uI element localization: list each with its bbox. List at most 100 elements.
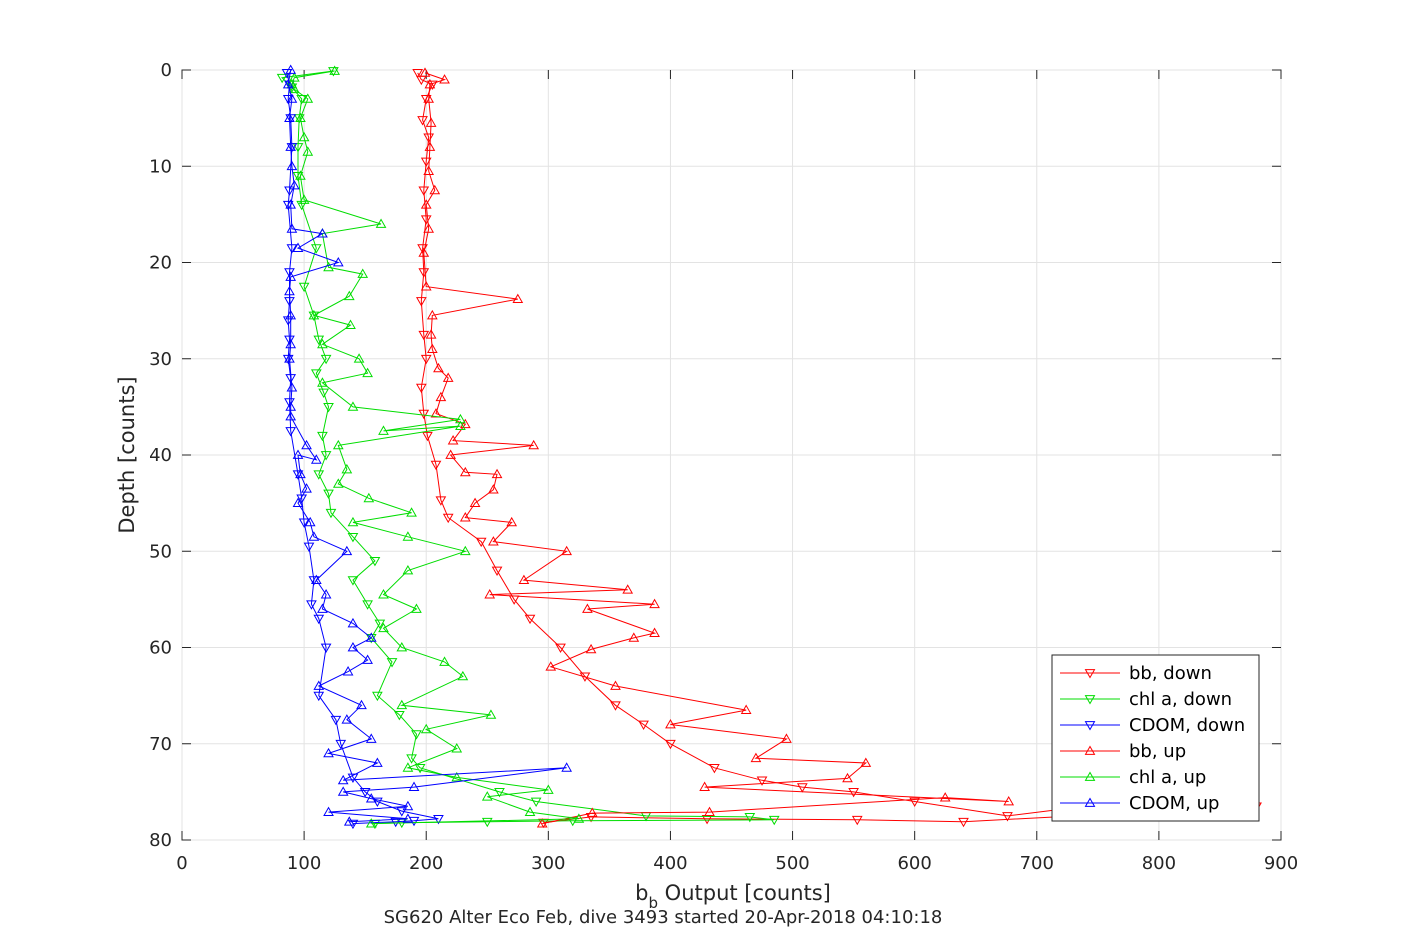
data-point-chl-a-up: [332, 439, 344, 450]
data-point-chl-a-up: [459, 545, 471, 556]
data-point-bb-up: [628, 632, 640, 642]
data-point-bb-up: [429, 184, 441, 195]
data-point-chl-a-down: [292, 143, 304, 153]
data-point-chl-a-up: [347, 401, 359, 411]
data-point-chl-a-down: [768, 815, 780, 826]
data-point-cdom-up: [356, 699, 367, 710]
data-point-chl-a-up: [406, 507, 417, 517]
data-point-cdom-up: [337, 786, 349, 796]
data-point-bb-down: [851, 815, 863, 826]
data-point-cdom-up: [284, 285, 295, 296]
x-tick-label: 400: [653, 853, 687, 874]
data-point-bb-down: [665, 739, 676, 750]
data-point-chl-a-up: [317, 338, 328, 349]
data-point-chl-a-up: [402, 564, 414, 575]
legend-label-cdom-up: CDOM, up: [1129, 793, 1219, 814]
data-point-cdom-up: [402, 813, 414, 823]
data-point-cdom-up: [372, 757, 383, 767]
data-point-chl-a-up: [353, 353, 365, 363]
data-point-bb-down: [420, 354, 432, 365]
data-point-bb-down: [412, 69, 424, 79]
data-point-bb-up: [423, 165, 435, 175]
x-axis-title: bb Output [counts]: [635, 881, 831, 912]
data-point-chl-a-up: [298, 194, 310, 204]
data-point-cdom-up: [285, 401, 297, 411]
data-point-cdom-down: [284, 186, 295, 196]
data-point-cdom-down: [313, 614, 325, 625]
data-point-cdom-up: [365, 733, 377, 743]
data-point-bb-up: [622, 584, 634, 594]
data-point-cdom-up: [342, 666, 354, 676]
x-axis-title-subscript: b: [648, 894, 658, 912]
legend-label-bb-up: bb, up: [1129, 741, 1186, 762]
data-point-bb-down: [796, 783, 808, 793]
data-point-bb-up: [582, 603, 593, 613]
data-point-cdom-down: [433, 814, 444, 825]
data-point-bb-up: [488, 536, 499, 546]
x-tick-label: 800: [1142, 853, 1176, 874]
data-point-cdom-up: [295, 468, 306, 479]
data-point-cdom-up: [292, 242, 304, 252]
data-point-bb-down: [958, 817, 969, 828]
data-point-bb-down: [418, 409, 430, 420]
data-point-chl-a-down: [386, 658, 398, 668]
data-point-chl-a-up: [363, 492, 375, 503]
data-point-chl-a-up: [455, 420, 466, 430]
data-point-chl-a-up: [402, 531, 414, 541]
data-point-chl-a-up: [365, 818, 377, 828]
data-point-chl-a-down: [372, 691, 383, 702]
data-point-bb-down: [415, 297, 427, 307]
data-point-bb-up: [445, 449, 457, 459]
data-point-chl-a-down: [494, 788, 505, 798]
data-point-bb-down: [848, 788, 859, 798]
data-point-bb-up: [506, 516, 518, 527]
data-point-chl-a-up: [481, 791, 493, 801]
data-point-chl-a-up: [378, 622, 389, 633]
data-point-bb-up: [418, 247, 430, 257]
data-point-chl-a-down: [414, 763, 426, 774]
data-point-chl-a-down: [744, 813, 756, 823]
series-line-cdom-down: [286, 72, 439, 825]
data-point-cdom-up: [341, 545, 353, 556]
data-point-cdom-up: [284, 112, 295, 122]
legend-swatch-marker-cdom-down: [1084, 721, 1096, 731]
data-point-cdom-up: [301, 483, 312, 493]
data-point-bb-up: [424, 141, 436, 151]
data-point-chl-a-down: [347, 532, 359, 543]
data-point-bb-up: [484, 589, 496, 599]
data-point-bb-down: [420, 157, 432, 167]
data-point-cdom-up: [320, 589, 332, 599]
data-point-bb-up: [699, 781, 710, 791]
data-point-chl-a-up: [295, 112, 306, 122]
data-point-chl-a-down: [276, 73, 288, 84]
data-point-bb-up: [419, 67, 431, 77]
y-tick-label: 60: [149, 638, 172, 659]
series-line-cdom-up: [287, 69, 567, 823]
data-point-bb-up: [545, 661, 557, 671]
data-point-cdom-up: [301, 439, 312, 450]
data-point-cdom-down: [306, 600, 317, 610]
data-point-cdom-down: [286, 244, 298, 254]
legend-swatch-marker-bb-down: [1084, 669, 1096, 679]
data-point-cdom-down: [282, 354, 294, 365]
data-point-cdom-down: [347, 819, 359, 830]
data-point-bb-down: [415, 383, 427, 394]
data-point-chl-a-up: [411, 603, 422, 613]
data-point-chl-a-down: [296, 95, 308, 105]
data-point-chl-a-down: [362, 600, 373, 610]
data-point-bb-up: [469, 497, 481, 507]
legend-swatch-marker-chl-a-up: [1084, 771, 1096, 781]
y-tick-label: 0: [161, 60, 172, 81]
legend-label-chl-a-down: chl a, down: [1129, 689, 1232, 710]
x-tick-label: 0: [176, 853, 187, 874]
data-point-chl-a-down: [411, 730, 422, 740]
data-point-cdom-up: [285, 141, 297, 151]
series-bb-down: [412, 69, 1262, 829]
x-tick-label: 900: [1264, 853, 1298, 874]
data-point-chl-a-down: [369, 557, 381, 567]
data-point-bb-down: [423, 133, 435, 143]
legend-box: [1051, 654, 1260, 822]
legend-label-chl-a-up: chl a, up: [1129, 767, 1206, 788]
data-point-bb-down: [579, 672, 591, 682]
data-point-cdom-up: [337, 774, 349, 785]
